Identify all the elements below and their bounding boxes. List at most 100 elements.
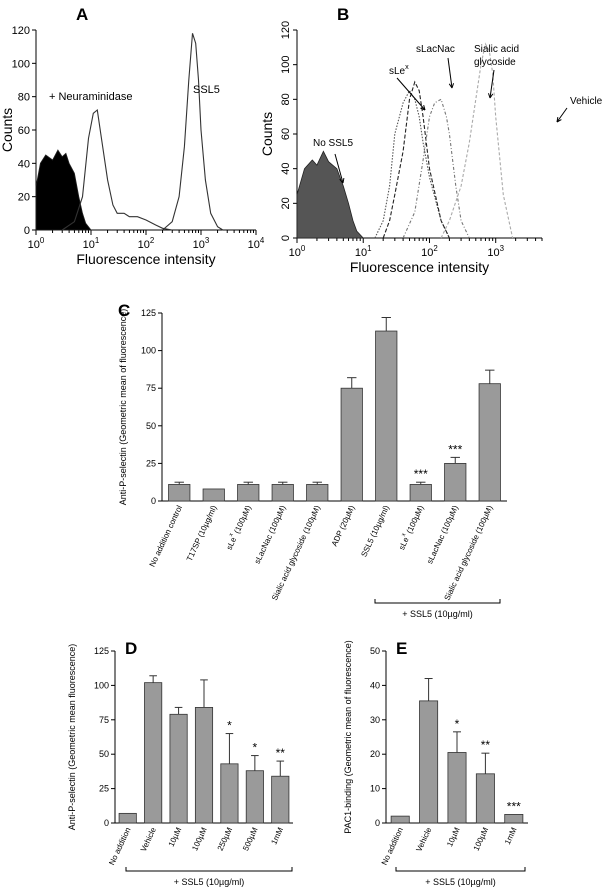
panel-c-category-label: sLex (100µM) [223, 503, 253, 551]
panel-b-y-tick-label: 40 [280, 163, 292, 175]
panel-a-y-tick-label: 0 [24, 225, 30, 237]
panel-b-annotation-arrow [396, 77, 426, 111]
panel-c-category-label: No addition control [148, 504, 184, 568]
panel-e-bar [447, 752, 467, 824]
panel-b-series-sle-x [374, 89, 450, 239]
panel-a-y-tick-label: 100 [12, 58, 30, 70]
panel-a-y-title: Counts [0, 108, 15, 152]
panel-d-significance: * [253, 741, 258, 755]
panel-c-bar [237, 484, 260, 502]
panel-a-y-tick-label: 60 [18, 125, 30, 137]
panel-a-y-tick-label: 80 [18, 92, 30, 104]
panel-e-significance: ** [481, 738, 491, 752]
panel-b-y-tick-label: 0 [280, 235, 292, 241]
panel-c-y-tick-label: 25 [146, 458, 156, 468]
panel-e-category-label: 100µM [472, 826, 491, 852]
panel-c-bar [168, 484, 191, 502]
panel-e-category-label: 1mM [503, 826, 519, 846]
panel-a-x-tick-label: 101 [83, 236, 100, 251]
panel-b-x-title: Fluorescence intensity [350, 259, 489, 275]
panel-c-bar [375, 330, 398, 502]
panel-d-significance: ** [276, 746, 286, 760]
panel-d-y-tick-label: 75 [99, 715, 109, 725]
panel-e-category-label: No addition [380, 826, 405, 866]
panel-a-x-tick-label: 102 [138, 236, 155, 251]
panel-e-y-title: PAC1-binding (Geometric mean of fluoresc… [343, 640, 353, 833]
panel-e-bar [419, 700, 439, 824]
panel-b-x-tick-label: 100 [289, 244, 306, 259]
panel-c-y-tick-label: 100 [141, 346, 156, 356]
panel-d-category-label: Vehicle [139, 826, 158, 854]
panel-c-significance: *** [414, 467, 428, 481]
panel-e-y-tick-label: 20 [370, 749, 380, 759]
panel-d-bar [271, 775, 290, 824]
panel-e-y-tick-label: 30 [370, 715, 380, 725]
panel-e-letter: E [396, 639, 407, 658]
panel-b-y-tick-label: 20 [280, 197, 292, 209]
panel-d-bar [245, 770, 264, 824]
panel-d-bar [169, 713, 188, 824]
panel-d-y-tick-label: 50 [99, 749, 109, 759]
panel-c-group-bracket [374, 599, 501, 604]
panel-c-group-label: + SSL5 (10µg/ml) [402, 609, 472, 619]
panel-b-y-tick-label: 60 [280, 128, 292, 140]
panel-b-y-tick-label: 100 [280, 55, 292, 73]
panel-a-x-tick-label: 103 [193, 236, 210, 251]
panel-c-bar [340, 387, 363, 502]
panel-b-annotation-arrowhead [488, 93, 494, 99]
panel-d-y-tick-label: 0 [104, 818, 109, 828]
panel-a-y-tick-label: 120 [12, 25, 30, 37]
panel-a-x-tick-label: 104 [248, 236, 265, 251]
panel-b-x-tick-label: 103 [487, 244, 504, 259]
panel-d-category-label: 1mM [269, 826, 285, 846]
panel-e-bar [504, 814, 524, 824]
panel-d-category-label: No addition [107, 826, 132, 866]
panel-d-y-title: Anti-P-selectin (Geometric mean fluoresc… [67, 644, 77, 831]
panel-b-y-tick-label: 120 [280, 21, 292, 39]
panel-c-bar [409, 484, 432, 502]
panel-c-bar [271, 484, 294, 502]
panel-d-category-label: 100µM [190, 826, 209, 852]
panel-b-x-tick-label: 101 [355, 244, 372, 259]
panel-b-y-title: Counts [259, 112, 275, 156]
panel-d-group-bracket [125, 867, 293, 872]
panel-d-y-tick-label: 125 [94, 646, 109, 656]
panel-e-bar [475, 773, 495, 824]
panel-b-annotation-arrow [489, 69, 495, 99]
panel-c-y-tick-label: 0 [151, 496, 156, 506]
panel-d-y-tick-label: 100 [94, 680, 109, 690]
panel-b-annotation: sLacNac [416, 44, 455, 55]
panel-e-y-tick-label: 0 [375, 818, 380, 828]
panel-c-category-label: sLacNac (100µM) [253, 504, 288, 565]
panel-b-y-tick-label: 80 [280, 93, 292, 105]
panel-d-category-label: 10µM [167, 826, 184, 848]
panel-b-annotation: Sialic acid [474, 44, 519, 55]
panel-b-annotation-arrowhead [448, 83, 455, 89]
panel-a-letter: A [76, 5, 88, 24]
panel-e-y-tick-label: 50 [370, 646, 380, 656]
panel-c-category-label: ADP (20µM) [330, 504, 357, 548]
panel-c-category-label: sLacNac (100µM) [425, 504, 460, 565]
panel-b-annotation-arrowhead [339, 177, 345, 184]
panel-c-bar [444, 462, 467, 502]
panel-c-category-label: T17SP (10µg/ml) [185, 504, 219, 563]
panel-e-significance: *** [507, 799, 521, 813]
panel-d-group-label: + SSL5 (10µg/ml) [174, 877, 244, 887]
panel-b-series-sialic-acid-glycoside [402, 98, 470, 239]
panel-c-bar [306, 484, 329, 502]
panel-b-annotation-arrowhead [420, 105, 426, 111]
panel-c-significance: *** [448, 442, 462, 456]
panel-a-y-tick-label: 20 [18, 192, 30, 204]
panel-d-category-label: 250µM [216, 826, 235, 852]
panel-d-category-label: 500µM [241, 826, 260, 852]
panel-d-y-tick-label: 25 [99, 784, 109, 794]
panel-d-bar [118, 812, 137, 824]
panel-a-annotation: + Neuraminidase [49, 91, 132, 103]
panel-d-letter: D [125, 639, 137, 658]
panel-b-annotation-arrow [334, 153, 344, 184]
panel-b-annotation: sLex [389, 62, 409, 77]
panel-b-annotation-arrow [556, 107, 568, 123]
panel-b-letter: B [337, 5, 349, 24]
panel-d-bar [194, 707, 214, 824]
